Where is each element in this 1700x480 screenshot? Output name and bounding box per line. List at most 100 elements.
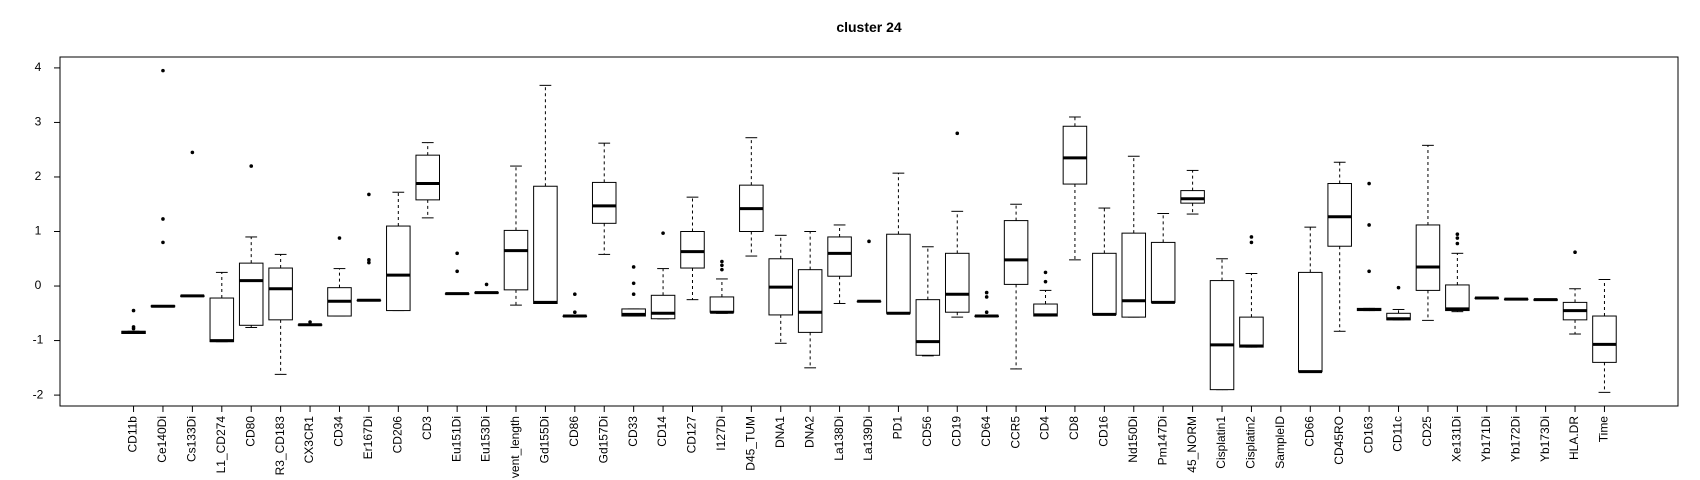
box [1445, 284, 1470, 312]
outlier [984, 295, 989, 299]
outlier [1367, 181, 1371, 186]
box [1180, 190, 1205, 204]
x-tick-label: Nd150Di [1126, 416, 1140, 463]
outlier [337, 236, 342, 240]
outlier [367, 258, 371, 262]
y-tick-label: 4 [35, 60, 42, 74]
x-tick-label: Eu151Di [449, 416, 463, 462]
x-tick-label: I127Di [714, 416, 728, 451]
y-tick-label: 3 [35, 115, 42, 129]
box [1092, 252, 1117, 315]
box [1003, 220, 1029, 285]
x-tick-label: Pm147Di [1155, 416, 1169, 465]
outlier [955, 131, 960, 136]
x-tick-label: CD206 [390, 416, 404, 454]
x-tick-label: CD14 [655, 416, 669, 447]
x-tick-label: CD3 [420, 416, 434, 440]
x-tick-label: CD4 [1038, 416, 1052, 440]
box [1592, 315, 1617, 363]
box [1298, 271, 1323, 373]
x-tick-label: CX3CR1 [302, 416, 316, 464]
box [827, 236, 852, 277]
x-tick-label: CD19 [949, 416, 963, 447]
x-tick-label: CD163 [1361, 416, 1375, 454]
x-tick-label: Cisplatin2 [1244, 416, 1258, 469]
outlier [1043, 279, 1048, 284]
x-tick-label: CCR5 [1008, 416, 1022, 449]
x-tick-label: Er167Di [361, 416, 375, 459]
outlier [573, 310, 577, 315]
x-tick-label: CD11c [1391, 416, 1405, 452]
box [886, 233, 911, 314]
x-tick-label: PD1 [891, 416, 905, 440]
outlier [190, 150, 195, 155]
box [1062, 125, 1088, 185]
outlier [308, 320, 312, 324]
x-tick-label: Yb171Di [1479, 416, 1493, 462]
box [680, 231, 705, 269]
outlier [1455, 232, 1460, 237]
outlier [661, 231, 665, 235]
outlier [1455, 236, 1460, 240]
x-tick-label: DNA2 [802, 416, 816, 448]
x-tick-label: CD25 [1420, 416, 1434, 447]
outlier [484, 282, 489, 287]
outlier [631, 292, 636, 297]
outlier [161, 217, 165, 221]
x-tick-label: Yb173Di [1538, 416, 1552, 462]
x-tick-label: 45_NORM [1185, 416, 1199, 473]
box [268, 267, 293, 321]
x-tick-label: D45_TUM [743, 416, 757, 471]
outlier [1455, 241, 1460, 246]
outlier [1573, 250, 1577, 255]
x-tick-label: CD66 [1302, 416, 1316, 447]
box [533, 185, 558, 304]
x-tick-label: CD86 [567, 416, 581, 447]
x-tick-label: Cs133Di [185, 416, 199, 462]
box [709, 296, 735, 313]
x-tick-label: SampleID [1273, 416, 1287, 469]
box [1150, 241, 1176, 303]
box [915, 299, 941, 356]
box [503, 229, 529, 291]
outlier [455, 269, 459, 274]
x-tick-label: CD56 [920, 416, 934, 447]
outlier [984, 310, 989, 315]
x-tick-label: Xe131Di [1450, 416, 1464, 462]
x-tick-label: Ce140Di [155, 416, 169, 463]
box [1239, 316, 1264, 348]
x-tick-label: CD80 [243, 416, 257, 447]
box [591, 181, 617, 224]
box [1327, 183, 1352, 247]
x-tick-label: La138Di [832, 416, 846, 461]
x-tick-label: CD64 [979, 416, 993, 447]
y-tick-label: 0 [35, 278, 42, 292]
outlier [161, 240, 165, 245]
box [238, 262, 264, 326]
x-tick-label: R3_CD183 [273, 416, 287, 476]
outlier [984, 290, 989, 295]
outlier [867, 239, 871, 244]
outlier [367, 260, 371, 265]
box [650, 294, 676, 320]
box [209, 297, 235, 343]
outlier [1367, 269, 1371, 274]
x-tick-label: DNA1 [773, 416, 787, 448]
x-tick-label: HLA.DR [1567, 416, 1581, 460]
outlier [1367, 223, 1371, 227]
outlier [131, 325, 136, 329]
box [386, 225, 411, 312]
x-tick-label: L1_CD274 [214, 416, 228, 474]
chart-title: cluster 24 [836, 19, 902, 35]
outlier [367, 192, 371, 197]
outlier [720, 267, 724, 272]
x-tick-label: CD16 [1097, 416, 1111, 447]
outlier [161, 68, 165, 73]
outlier [1249, 235, 1254, 239]
x-tick-label: CD34 [332, 416, 346, 447]
x-tick-label: CD33 [626, 416, 640, 447]
x-tick-label: Gd155Di [538, 416, 552, 463]
box [1209, 280, 1235, 391]
